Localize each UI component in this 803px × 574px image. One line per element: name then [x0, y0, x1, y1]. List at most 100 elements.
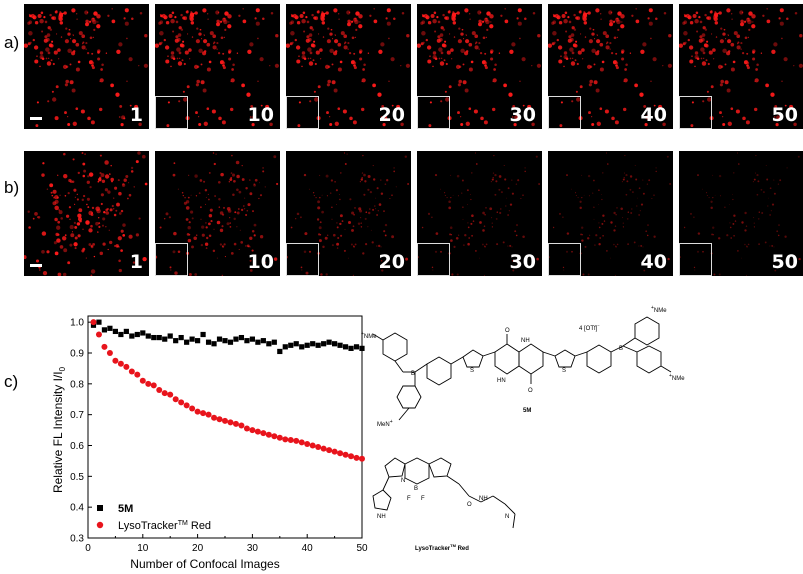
y-tick-label: 0.4: [70, 503, 84, 514]
frame-number: 20: [378, 104, 405, 126]
data-point: [178, 399, 185, 406]
benzene-ring-upper-right: [634, 316, 660, 346]
data-point: [326, 339, 332, 345]
x-axis-label: Number of Confocal Images: [130, 557, 279, 571]
x-tick-label: 30: [247, 543, 259, 554]
data-point: [128, 368, 135, 375]
data-point: [299, 344, 305, 350]
data-point: [222, 338, 228, 344]
data-point: [238, 334, 245, 341]
fluorescence-dots: [417, 152, 540, 276]
data-point: [134, 331, 140, 338]
data-point: [156, 387, 163, 393]
data-point: [255, 339, 261, 345]
fluorescence-dots: [679, 7, 803, 128]
zoom-inset: [679, 96, 712, 129]
data-point: [194, 408, 201, 415]
legend-label-5m: 5M: [118, 503, 133, 515]
data-point: [304, 342, 310, 348]
zoom-inset: [155, 96, 188, 129]
benzene-ring-xylyl-right: [586, 344, 612, 374]
zoom-inset: [548, 243, 581, 276]
data-point: [233, 336, 239, 342]
legend-label-lysotracker: LysoTrackerTM Red: [118, 520, 211, 532]
nme3-lower-right: +NMe: [669, 373, 685, 382]
x-tick-label: 50: [356, 543, 368, 554]
data-point: [271, 433, 278, 440]
data-point: [106, 350, 113, 356]
nme3-upper-right: +NMe: [651, 305, 667, 314]
data-point: [134, 371, 141, 378]
zoom-inset: [286, 243, 319, 276]
data-point: [161, 390, 168, 397]
data-point: [90, 319, 97, 326]
data-point: [156, 334, 162, 341]
data-point: [238, 422, 245, 429]
x-tick-label: 0: [85, 543, 91, 554]
x-tick-label: 20: [192, 543, 204, 554]
confocal-image-a-1: 1: [24, 4, 149, 129]
legend-marker-lysotracker: [96, 521, 104, 529]
label-5m: 5M: [523, 408, 531, 414]
data-point: [140, 330, 146, 336]
data-point: [183, 402, 190, 409]
fluorescence-dots: [548, 152, 671, 276]
data-point: [117, 360, 124, 367]
confocal-image-b-1: 1: [24, 151, 149, 276]
data-point: [243, 425, 250, 432]
fluorescence-dots: [286, 152, 410, 276]
data-point: [189, 336, 195, 342]
data-point: [123, 328, 129, 335]
boron-right: B: [619, 346, 623, 352]
y-axis-label: Relative FL Intensity I/I0: [51, 366, 67, 493]
data-point: [232, 420, 239, 427]
dpp-core: [494, 343, 520, 375]
y-tick-label: 0.3: [70, 534, 84, 545]
data-point: [189, 405, 196, 412]
data-point: [310, 341, 316, 347]
data-point: [162, 336, 168, 342]
confocal-image-a-50: 50: [679, 4, 803, 129]
data-point: [244, 338, 250, 344]
data-point: [337, 450, 344, 457]
y-tick-label: 0.7: [70, 410, 84, 421]
data-point: [359, 345, 365, 351]
data-point: [249, 336, 255, 342]
zoom-inset: [417, 243, 450, 276]
data-point: [216, 336, 223, 342]
x-tick-label: 40: [302, 543, 314, 554]
benzene-ring-lower-right: [636, 345, 662, 374]
confocal-image-b-40: 40: [548, 151, 673, 276]
benzene-ring-left: [382, 332, 408, 362]
data-point: [254, 428, 261, 435]
y-axis-label-subscript: 0: [58, 366, 67, 371]
confocal-image-a-40: 40: [548, 4, 673, 129]
data-point: [260, 338, 266, 344]
data-point: [287, 436, 294, 443]
frame-number: 40: [640, 251, 667, 273]
frame-number: 10: [247, 251, 274, 273]
data-point: [101, 327, 108, 333]
frame-number: 50: [771, 251, 798, 273]
bodipy-n-left: N: [401, 478, 405, 484]
data-point: [320, 445, 327, 452]
data-point: [288, 342, 294, 348]
chart-ticks: 0 10 20 30 40 50 0.3 0.4 0.5 0.6 0.7 0.8 0.9 1.0: [70, 318, 368, 554]
data-point: [348, 345, 354, 351]
benzene-ring-lower: [396, 385, 422, 409]
data-point: [200, 331, 206, 338]
y-tick-label: 1.0: [70, 318, 84, 329]
sulfur-left: S: [470, 368, 474, 374]
frame-number: 20: [378, 251, 405, 273]
bodipy-b: B: [414, 486, 418, 492]
y-tick-label: 0.6: [70, 441, 84, 452]
confocal-image-a-10: 10: [155, 4, 280, 129]
y-tick-label: 0.8: [70, 379, 84, 390]
fluorescence-dots: [24, 7, 148, 128]
thiophene-ring-right: [554, 349, 576, 368]
data-point: [271, 339, 277, 345]
data-point: [95, 331, 102, 338]
chart-series: [90, 319, 365, 462]
data-point: [321, 341, 327, 347]
data-point: [265, 431, 272, 438]
